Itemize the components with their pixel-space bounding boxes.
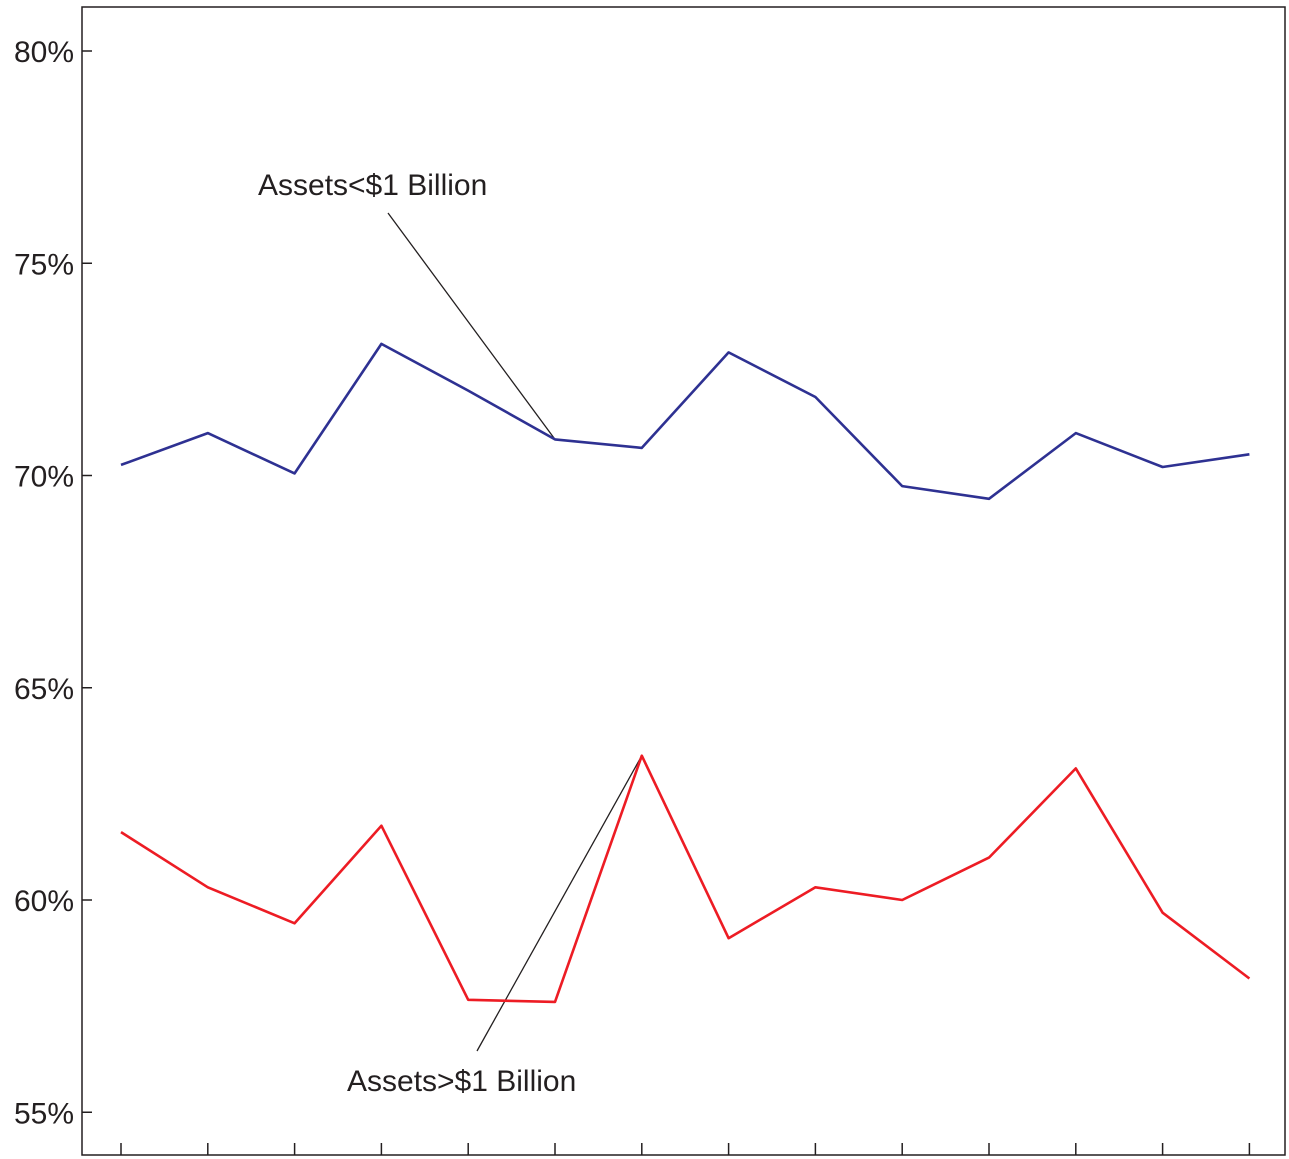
annotation-leader-line <box>476 755 643 1052</box>
annotation-small-banks: Assets<$1 Billion <box>258 169 487 202</box>
y-tick-label: 65% <box>14 673 74 706</box>
annotation-leaders <box>387 212 643 1052</box>
x-axis <box>120 1143 1251 1155</box>
y-tick-label: 55% <box>14 1097 74 1130</box>
annotation-large-banks: Assets>$1 Billion <box>347 1065 576 1098</box>
annotations: Assets<$1 Billion Assets>$1 Billion <box>258 169 576 1098</box>
annotation-leader-line <box>387 212 556 440</box>
plot-frame <box>81 6 1286 1156</box>
y-tick-label: 60% <box>14 885 74 918</box>
y-axis: 80% 75% 70% 65% 60% 55% <box>14 36 92 1130</box>
series-line-2 <box>120 754 1251 1004</box>
y-tick-label: 75% <box>14 248 74 281</box>
series-group <box>120 342 1251 1004</box>
y-tick-label: 70% <box>14 461 74 494</box>
series-line-1 <box>120 342 1250 501</box>
y-tick-label: 80% <box>14 36 74 69</box>
